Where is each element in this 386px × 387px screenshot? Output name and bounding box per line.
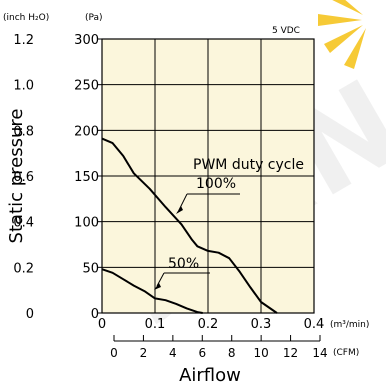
y-tick-label-pa: 150 bbox=[74, 170, 99, 185]
y-axis-title: Static pressure bbox=[6, 109, 27, 244]
x-axis-title: Airflow bbox=[179, 365, 241, 386]
series-line-100pct bbox=[101, 137, 278, 314]
sunburst-ray bbox=[344, 28, 366, 69]
series-label-50: 50% bbox=[168, 256, 199, 272]
y-tick-label-inh2o: 0.2 bbox=[13, 261, 34, 276]
x-tick-label-cfm: 2 bbox=[140, 346, 148, 360]
x-tick-label-cfm: 4 bbox=[169, 346, 177, 360]
y-tick-label-inh2o: 1.2 bbox=[13, 33, 34, 48]
series-label-100: 100% bbox=[196, 176, 236, 192]
x-tick-label-cfm: 6 bbox=[198, 346, 206, 360]
x-tick-label-m3min: 0.3 bbox=[251, 317, 272, 332]
x-unit-cfm: (CFM) bbox=[333, 348, 359, 358]
y-tick-label-inh2o: 0.4 bbox=[13, 216, 34, 231]
x-tick-label-m3min: 0.2 bbox=[198, 317, 219, 332]
x-tick-label-cfm: 12 bbox=[283, 346, 298, 360]
series-line-50pct bbox=[101, 268, 203, 314]
sunburst-ray bbox=[332, 0, 363, 15]
x-tick-label-m3min: 0.4 bbox=[304, 317, 325, 332]
pwm-duty-cycle-label: PWM duty cycle bbox=[193, 157, 304, 173]
x-tick-label-m3min: 0.1 bbox=[145, 317, 166, 332]
y-tick-label-pa: 300 bbox=[74, 33, 99, 48]
x-unit-m3min: (m³/min) bbox=[330, 320, 369, 330]
y-tick-label-pa: 250 bbox=[74, 79, 99, 94]
y-tick-label-pa: 50 bbox=[82, 261, 99, 276]
y-tick-label-pa: 100 bbox=[74, 216, 99, 231]
y-tick-label-inh2o: 1.0 bbox=[13, 79, 34, 94]
y-tick-label-inh2o: 0.6 bbox=[13, 170, 34, 185]
x-tick-label-m3min: 0 bbox=[98, 317, 106, 332]
x-tick-label-cfm: 8 bbox=[228, 346, 236, 360]
x-tick-label-cfm: 10 bbox=[254, 346, 269, 360]
series-label-50-arrow bbox=[154, 283, 161, 290]
sunburst-ray bbox=[318, 14, 362, 26]
series-label-100-arrow bbox=[176, 206, 183, 214]
y-unit-pa: (Pa) bbox=[85, 13, 103, 23]
x-tick-label-cfm: 0 bbox=[110, 346, 118, 360]
y-tick-label-pa: 200 bbox=[74, 124, 99, 139]
y-tick-label-pa: 0 bbox=[91, 307, 99, 322]
y-tick-label-inh2o: 0 bbox=[26, 307, 34, 322]
sunburst-ray bbox=[324, 25, 363, 53]
series-group bbox=[101, 137, 278, 314]
y-unit-inh2o: (inch H₂O) bbox=[3, 13, 49, 23]
x-tick-label-cfm: 14 bbox=[312, 346, 327, 360]
series-label-50-leader bbox=[156, 272, 165, 287]
voltage-label: 5 VDC bbox=[272, 26, 300, 36]
y-tick-label-inh2o: 0.8 bbox=[13, 124, 34, 139]
